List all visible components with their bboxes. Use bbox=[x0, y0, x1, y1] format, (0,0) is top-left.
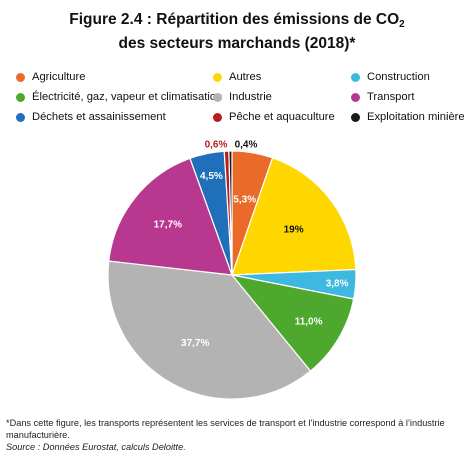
data-label-transport: 17,7% bbox=[154, 220, 182, 231]
footnote-source: Source : Données Eurostat, calculs Deloi… bbox=[6, 442, 186, 452]
legend-label: Pêche et aquaculture bbox=[229, 111, 335, 123]
legend-label: Transport bbox=[367, 91, 415, 103]
legend-item-peche: Pêche et aquaculture bbox=[213, 110, 335, 124]
data-label-exploitation-miniere: 0,4% bbox=[235, 140, 258, 151]
legend-item-transport: Transport bbox=[351, 90, 414, 104]
data-label-construction: 3,8% bbox=[326, 278, 349, 289]
legend-label: Industrie bbox=[229, 91, 272, 103]
legend-swatch-electricite bbox=[16, 92, 25, 102]
pie-slice-autres bbox=[231, 157, 357, 276]
chart-title-line2: des secteurs marchands (2018)* bbox=[118, 35, 356, 52]
legend-swatch-peche bbox=[213, 112, 222, 122]
footnote: *Dans cette figure, les transports repré… bbox=[6, 417, 470, 453]
legend-item-dechets: Déchets et assainissement bbox=[16, 110, 166, 124]
legend-swatch-construction bbox=[351, 72, 360, 82]
chart-title: Figure 2.4 : Répartition des émissions d… bbox=[0, 10, 474, 53]
pie-slice-transport bbox=[108, 157, 233, 276]
legend-item-agriculture: Agriculture bbox=[16, 70, 85, 84]
chart-legend: Agriculture Autres Construction Électric… bbox=[0, 70, 474, 130]
legend-label: Construction bbox=[367, 71, 430, 83]
legend-label: Agriculture bbox=[32, 71, 86, 83]
data-label-electricite-gaz-vapeur-et-climatisation: 11,0% bbox=[295, 316, 323, 327]
chart-title-line1: Figure 2.4 : Répartition des émissions d… bbox=[69, 11, 405, 30]
data-label-agriculture: 5,3% bbox=[233, 195, 256, 206]
legend-item-autres: Autres bbox=[213, 70, 261, 84]
pie-slice-electricite-gaz-vapeur-et-climatisation bbox=[230, 274, 355, 372]
data-label-autres: 19% bbox=[284, 225, 304, 236]
legend-label: Déchets et assainissement bbox=[32, 111, 166, 123]
legend-item-electricite: Électricité, gaz, vapeur et climatisatio… bbox=[16, 90, 222, 104]
pie-slice-industrie bbox=[107, 260, 312, 400]
legend-label: Autres bbox=[229, 71, 262, 83]
pie-slice-exploitation-miniere bbox=[228, 150, 233, 276]
legend-swatch-exploitation bbox=[351, 112, 360, 122]
legend-swatch-dechets bbox=[16, 112, 25, 122]
legend-item-exploitation: Exploitation minière bbox=[351, 110, 465, 124]
legend-swatch-agriculture bbox=[16, 72, 25, 82]
data-label-industrie: 37,7% bbox=[181, 338, 209, 349]
data-label-peche-et-aquaculture: 0,6% bbox=[205, 140, 228, 151]
data-label-dechets-et-assainissement: 4,5% bbox=[200, 171, 223, 182]
legend-swatch-autres bbox=[213, 72, 222, 82]
footnote-note: *Dans cette figure, les transports repré… bbox=[6, 418, 445, 440]
legend-item-industrie: Industrie bbox=[213, 90, 272, 104]
legend-label: Exploitation minière bbox=[367, 111, 465, 123]
legend-item-construction: Construction bbox=[351, 70, 430, 84]
legend-swatch-transport bbox=[351, 92, 360, 102]
legend-swatch-industrie bbox=[213, 92, 222, 102]
legend-label: Électricité, gaz, vapeur et climatisatio… bbox=[32, 91, 223, 103]
